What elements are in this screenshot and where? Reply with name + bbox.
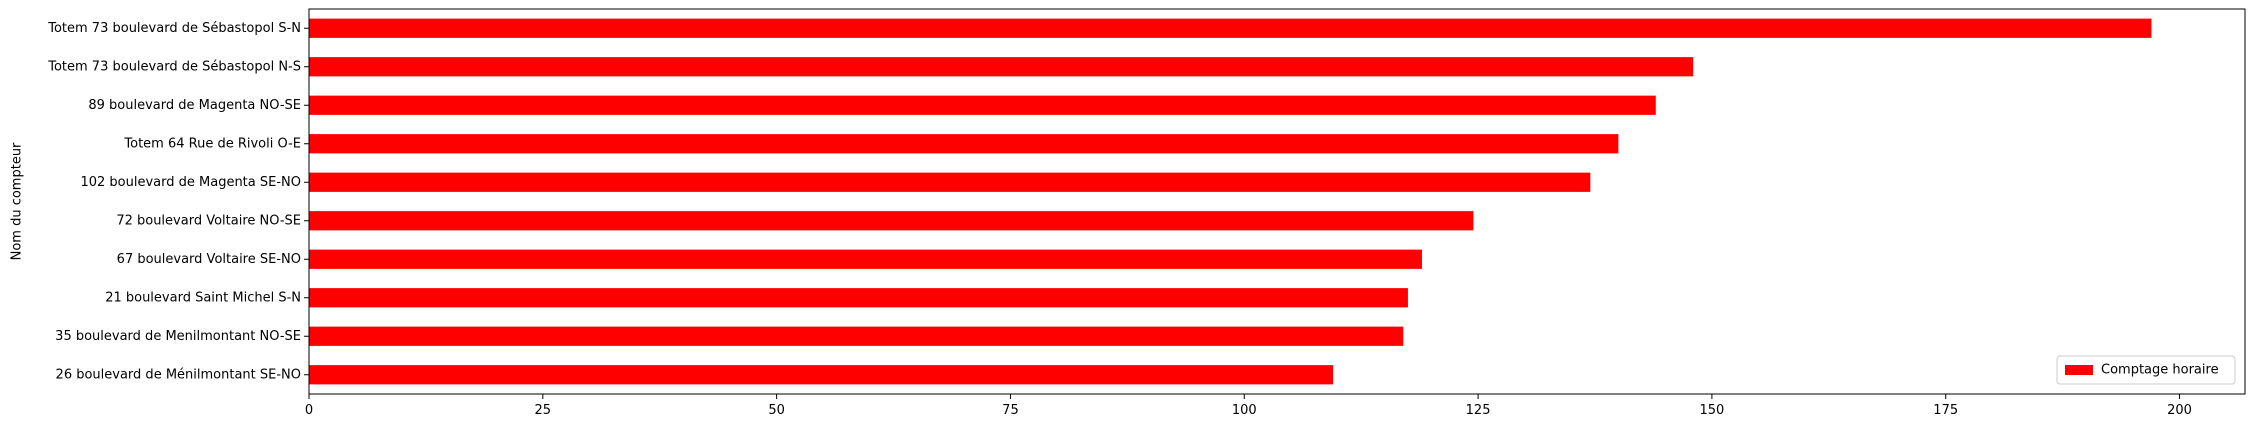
x-tick-label: 200 — [2167, 403, 2192, 418]
bar — [309, 211, 1474, 231]
y-tick-label: Totem 73 boulevard de Sébastopol N-S — [47, 59, 301, 74]
y-tick-label: 102 boulevard de Magenta SE-NO — [80, 175, 301, 190]
y-tick-label: 35 boulevard de Menilmontant NO-SE — [55, 329, 301, 344]
bar — [309, 249, 1422, 269]
bar — [309, 365, 1334, 385]
y-tick-label: 89 boulevard de Magenta NO-SE — [88, 98, 301, 113]
bar — [309, 57, 1694, 77]
x-tick-label: 100 — [1232, 403, 1257, 418]
legend: Comptage horaire — [2056, 355, 2236, 385]
x-tick-label: 50 — [768, 403, 785, 418]
legend-box — [2056, 355, 2236, 385]
y-tick-label: Totem 73 boulevard de Sébastopol S-N — [47, 21, 301, 36]
bar — [309, 326, 1404, 346]
legend-swatch — [2065, 365, 2093, 375]
x-axis-ticks: 0 25 50 75 100 125 150 175 200 — [305, 394, 2192, 418]
x-tick-label: 0 — [305, 403, 313, 418]
y-axis-title: Nom du compteur — [10, 142, 25, 260]
y-tick-label: 72 boulevard Voltaire NO-SE — [116, 213, 301, 228]
y-axis-ticks: Totem 73 boulevard de Sébastopol S-N Tote… — [47, 21, 309, 382]
x-tick-label: 175 — [1933, 403, 1958, 418]
bar — [309, 288, 1408, 308]
bars-group — [309, 18, 2152, 385]
y-tick-label: 26 boulevard de Ménilmontant SE-NO — [56, 367, 301, 382]
legend-label: Comptage horaire — [2101, 363, 2219, 378]
y-tick-label: 21 boulevard Saint Michel S-N — [105, 290, 301, 305]
x-tick-label: 75 — [1002, 403, 1019, 418]
y-tick-label: Totem 64 Rue de Rivoli O-E — [123, 136, 301, 151]
bar — [309, 18, 2152, 38]
y-tick-label: 67 boulevard Voltaire SE-NO — [117, 252, 301, 267]
x-tick-label: 125 — [1466, 403, 1491, 418]
x-tick-label: 25 — [535, 403, 552, 418]
bar — [309, 134, 1619, 154]
bar — [309, 172, 1591, 192]
bar — [309, 95, 1656, 115]
axes-frame — [308, 8, 2246, 395]
x-tick-label: 150 — [1699, 403, 1724, 418]
